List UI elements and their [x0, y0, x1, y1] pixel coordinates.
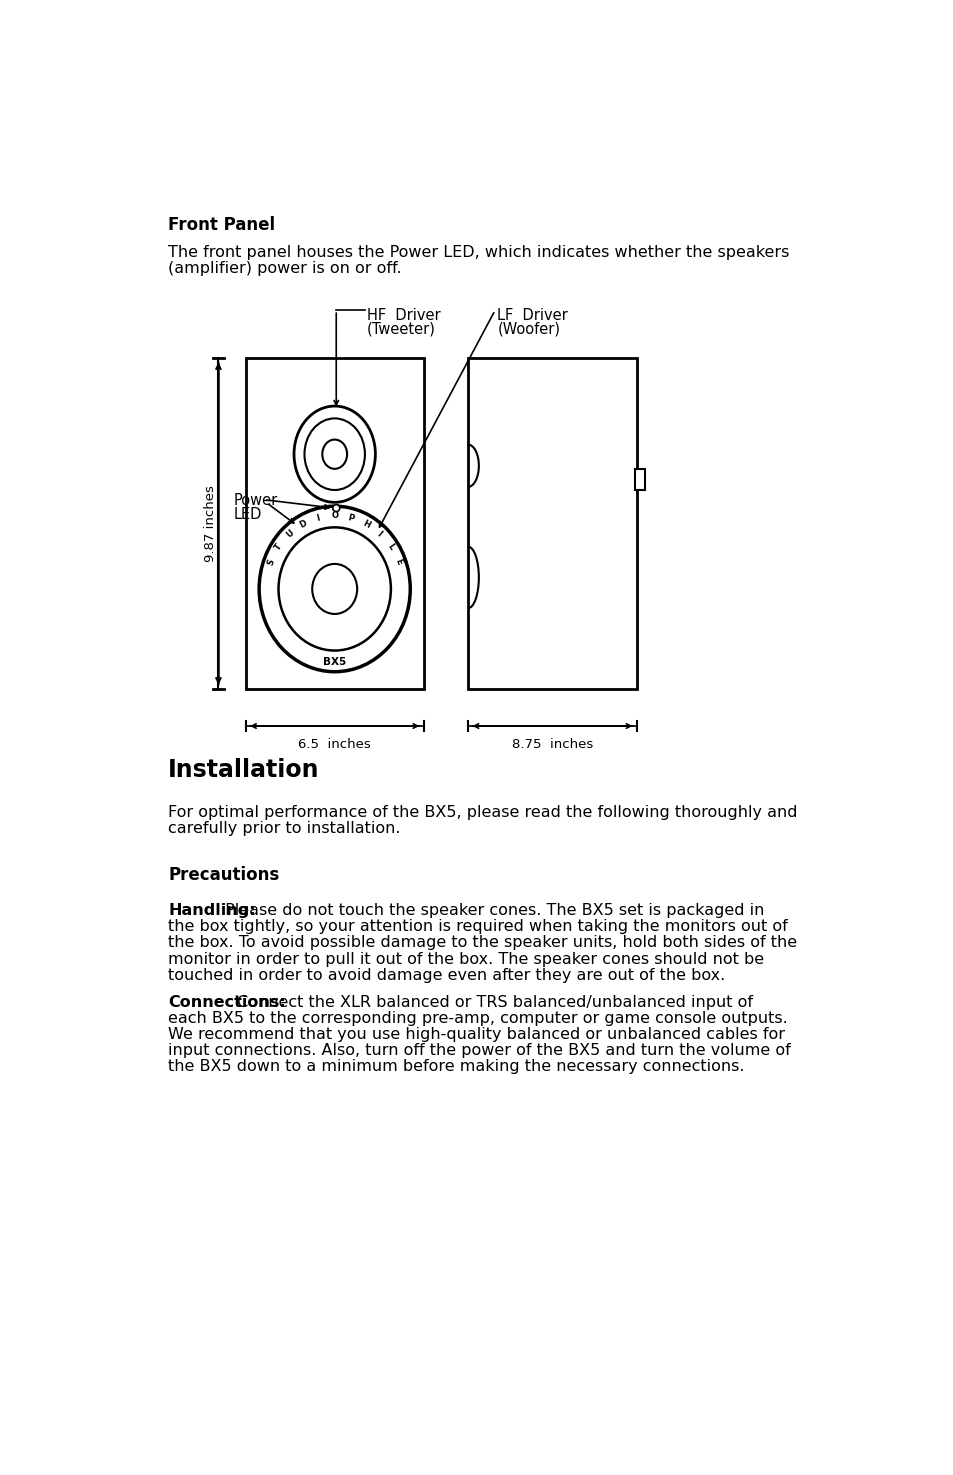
Text: U: U: [284, 528, 295, 540]
Text: L: L: [385, 541, 395, 552]
Text: P: P: [347, 513, 355, 524]
Ellipse shape: [322, 440, 347, 469]
Text: Connect the XLR balanced or TRS balanced/unbalanced input of: Connect the XLR balanced or TRS balanced…: [233, 994, 753, 1010]
Text: Please do not touch the speaker cones. The BX5 set is packaged in: Please do not touch the speaker cones. T…: [220, 903, 763, 917]
Text: The front panel houses the Power LED, which indicates whether the speakers: The front panel houses the Power LED, wh…: [168, 245, 789, 260]
Bar: [245, 358, 423, 689]
Ellipse shape: [304, 419, 365, 490]
Text: Power: Power: [233, 493, 278, 507]
Text: the BX5 down to a minimum before making the necessary connections.: the BX5 down to a minimum before making …: [168, 1059, 743, 1074]
Text: I: I: [315, 513, 321, 522]
Text: O: O: [331, 512, 338, 521]
Text: BX5: BX5: [323, 656, 346, 667]
Text: input connections. Also, turn off the power of the BX5 and turn the volume of: input connections. Also, turn off the po…: [168, 1043, 790, 1058]
Ellipse shape: [294, 406, 375, 503]
Text: Installation: Installation: [168, 758, 319, 782]
Text: Precautions: Precautions: [168, 866, 279, 884]
Ellipse shape: [259, 506, 410, 671]
Text: each BX5 to the corresponding pre-amp, computer or game console outputs.: each BX5 to the corresponding pre-amp, c…: [168, 1010, 787, 1027]
Text: HF  Driver: HF Driver: [367, 308, 440, 323]
Text: S: S: [266, 558, 276, 566]
Ellipse shape: [312, 563, 356, 614]
Text: 9.87 inches: 9.87 inches: [204, 485, 217, 562]
Text: T: T: [274, 541, 284, 552]
Text: Connections:: Connections:: [168, 994, 286, 1010]
Text: Handling:: Handling:: [168, 903, 255, 917]
Ellipse shape: [278, 528, 391, 650]
Text: We recommend that you use high-quality balanced or unbalanced cables for: We recommend that you use high-quality b…: [168, 1027, 784, 1041]
Text: 6.5  inches: 6.5 inches: [298, 738, 371, 751]
Text: E: E: [393, 558, 403, 566]
Text: 8.75  inches: 8.75 inches: [512, 738, 593, 751]
Text: the box tightly, so your attention is required when taking the monitors out of: the box tightly, so your attention is re…: [168, 919, 787, 934]
Text: (Woofer): (Woofer): [497, 322, 559, 336]
Bar: [635, 469, 644, 490]
Text: touched in order to avoid damage even after they are out of the box.: touched in order to avoid damage even af…: [168, 968, 724, 982]
Text: For optimal performance of the BX5, please read the following thoroughly and: For optimal performance of the BX5, plea…: [168, 804, 797, 820]
Text: D: D: [298, 518, 308, 530]
Ellipse shape: [333, 504, 339, 512]
Text: LED: LED: [233, 506, 262, 522]
Text: the box. To avoid possible damage to the speaker units, hold both sides of the: the box. To avoid possible damage to the…: [168, 935, 797, 950]
Text: monitor in order to pull it out of the box. The speaker cones should not be: monitor in order to pull it out of the b…: [168, 951, 763, 966]
Text: I: I: [375, 530, 383, 538]
Bar: [468, 358, 637, 689]
Text: LF  Driver: LF Driver: [497, 308, 568, 323]
Text: carefully prior to installation.: carefully prior to installation.: [168, 820, 400, 836]
Text: H: H: [360, 518, 371, 530]
Text: Front Panel: Front Panel: [168, 215, 274, 233]
Text: (amplifier) power is on or off.: (amplifier) power is on or off.: [168, 261, 401, 276]
Text: (Tweeter): (Tweeter): [367, 322, 436, 336]
